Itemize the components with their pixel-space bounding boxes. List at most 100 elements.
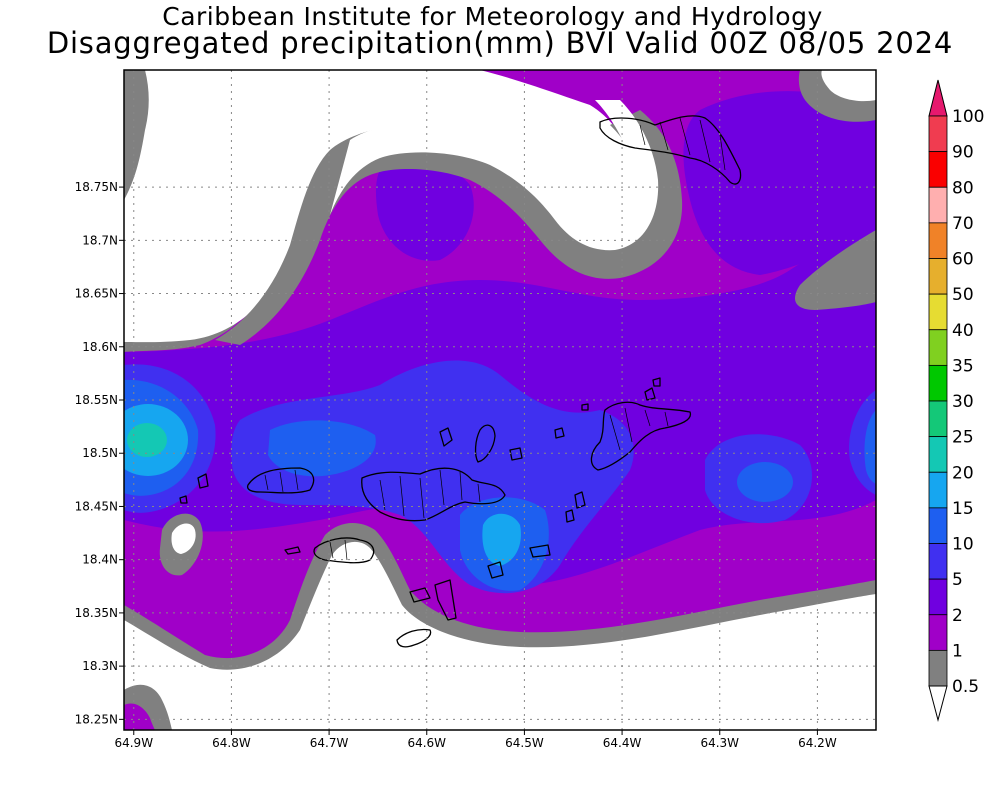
y-tick-label: 18.4N <box>82 553 118 567</box>
colorbar-swatch <box>928 436 948 473</box>
island-st-thomas <box>246 467 315 494</box>
islet-east-1 <box>644 387 656 401</box>
island-jost-van-dyke <box>439 427 453 447</box>
precip-region-15mm-far-east <box>864 410 876 484</box>
dry-region-northeast <box>821 70 876 102</box>
colorbar-swatch <box>928 186 948 224</box>
dry-region-west-islet <box>171 523 196 554</box>
x-tick-label: 64.3W <box>700 736 739 750</box>
colorbar-swatch <box>928 115 948 153</box>
island-north-cluster-3 <box>509 447 523 461</box>
y-tick-label: 18.35N <box>75 606 118 620</box>
colorbar-label: 0.5 <box>952 677 979 697</box>
colorbar-swatch <box>928 364 948 402</box>
colorbar-swatch <box>928 543 948 580</box>
island-southeast-chain-5 <box>409 587 431 603</box>
y-tick-label: 18.45N <box>75 499 118 513</box>
colorbar-swatch <box>928 258 948 295</box>
x-tick-label: 64.5W <box>505 736 544 750</box>
x-tick-label: 64.9W <box>114 736 153 750</box>
colorbar-swatch <box>928 400 948 438</box>
precip-region-1mm-east <box>795 230 876 310</box>
y-tick-label: 18.55N <box>75 393 118 407</box>
y-tick-label: 18.5N <box>82 446 118 460</box>
precip-region-5mm-north <box>375 159 474 261</box>
title-line-2: Disaggregated precipitation(mm) BVI Vali… <box>46 26 954 60</box>
y-tick-label: 18.25N <box>75 712 118 726</box>
x-tick-label: 64.2W <box>798 736 837 750</box>
island-southeast-chain-1 <box>574 491 586 509</box>
precip-region-15mm-central <box>268 420 376 477</box>
x-tick-label: 64.4W <box>603 736 642 750</box>
map-grid <box>124 70 876 730</box>
dry-region-south <box>124 541 876 730</box>
title-line-1: Caribbean Institute for Meteorology and … <box>162 2 823 31</box>
island-anegada <box>599 115 742 185</box>
x-tick-label: 64.7W <box>310 736 349 750</box>
y-tick-label: 18.6N <box>82 340 118 354</box>
y-tick-label: 18.75N <box>75 180 118 194</box>
colorbar-label: 90 <box>952 143 974 163</box>
islet-east-2 <box>652 377 661 387</box>
island-southeast-chain-2 <box>565 509 575 523</box>
colorbar-label: 10 <box>952 535 974 555</box>
x-tick-label: 64.6W <box>407 736 446 750</box>
islet-west-2 <box>179 495 188 504</box>
colorbar-label: 30 <box>952 392 974 412</box>
colorbar-label: 100 <box>952 107 984 127</box>
colorbar-label: 35 <box>952 356 974 376</box>
dry-region-loop-inner <box>330 100 659 251</box>
island-southeast-chain-6 <box>434 579 457 621</box>
colorbar-swatch <box>928 507 948 544</box>
colorbar-swatch <box>928 329 948 366</box>
colorbar-swatch <box>928 293 948 331</box>
precip-region-20mm-south-central <box>482 513 521 566</box>
island-virgin-gorda-interior <box>609 407 669 451</box>
colorbar-swatch <box>928 649 948 687</box>
precipitation-field <box>124 70 876 730</box>
island-tortola-interior <box>379 469 481 519</box>
colorbar-label: 60 <box>952 250 974 270</box>
x-tick-label: 64.8W <box>212 736 251 750</box>
y-axis-labels: 18.75N 18.7N 18.65N 18.6N 18.55N 18.5N 18.45N 1… <box>75 180 124 726</box>
island-west-of-st-john <box>284 546 301 555</box>
colorbar-label: 15 <box>952 499 974 519</box>
x-axis-labels: 64.9W 64.8W 64.7W 64.6W 64.5W 64.4W 64.3W 64.2W <box>114 730 837 750</box>
colorbar-swatch <box>928 151 948 188</box>
islet-west-1 <box>197 473 209 489</box>
island-anegada-interior <box>639 117 726 171</box>
colorbar-swatch <box>928 614 948 651</box>
colorbar-swatch <box>928 222 948 259</box>
island-north-cluster-4 <box>554 427 565 439</box>
colorbar-label: 25 <box>952 428 974 448</box>
island-st-thomas-interior <box>264 469 299 493</box>
colorbar-label: 50 <box>952 285 974 305</box>
precip-region-1mm-loop <box>215 110 683 345</box>
colorbar-label: 5 <box>952 570 963 590</box>
y-tick-label: 18.3N <box>82 659 118 673</box>
island-southeast-chain-3 <box>529 544 551 558</box>
colorbar-swatch <box>928 578 948 616</box>
colorbar-label: 40 <box>952 321 974 341</box>
precip-region-25mm-west <box>127 423 167 457</box>
y-tick-label: 18.65N <box>75 287 118 301</box>
island-tortola <box>361 467 506 522</box>
island-southeast-chain-4 <box>487 561 504 579</box>
colorbar-label: 2 <box>952 606 963 626</box>
colorbar-top-arrow <box>928 79 948 117</box>
colorbar-label: 1 <box>952 641 963 661</box>
colorbar-bottom-arrow <box>928 685 948 722</box>
colorbar-label: 80 <box>952 178 974 198</box>
colorbar-label: 70 <box>952 214 974 234</box>
precip-region-5mm-northeast <box>683 91 876 275</box>
precip-region-2mm-southwest-corner <box>124 703 155 730</box>
islet-east-3 <box>581 403 589 411</box>
colorbar-swatch <box>928 471 948 509</box>
y-tick-label: 18.7N <box>82 233 118 247</box>
colorbar-label: 20 <box>952 463 974 483</box>
precip-region-15mm-east <box>737 462 793 502</box>
island-virgin-gorda <box>590 401 692 471</box>
